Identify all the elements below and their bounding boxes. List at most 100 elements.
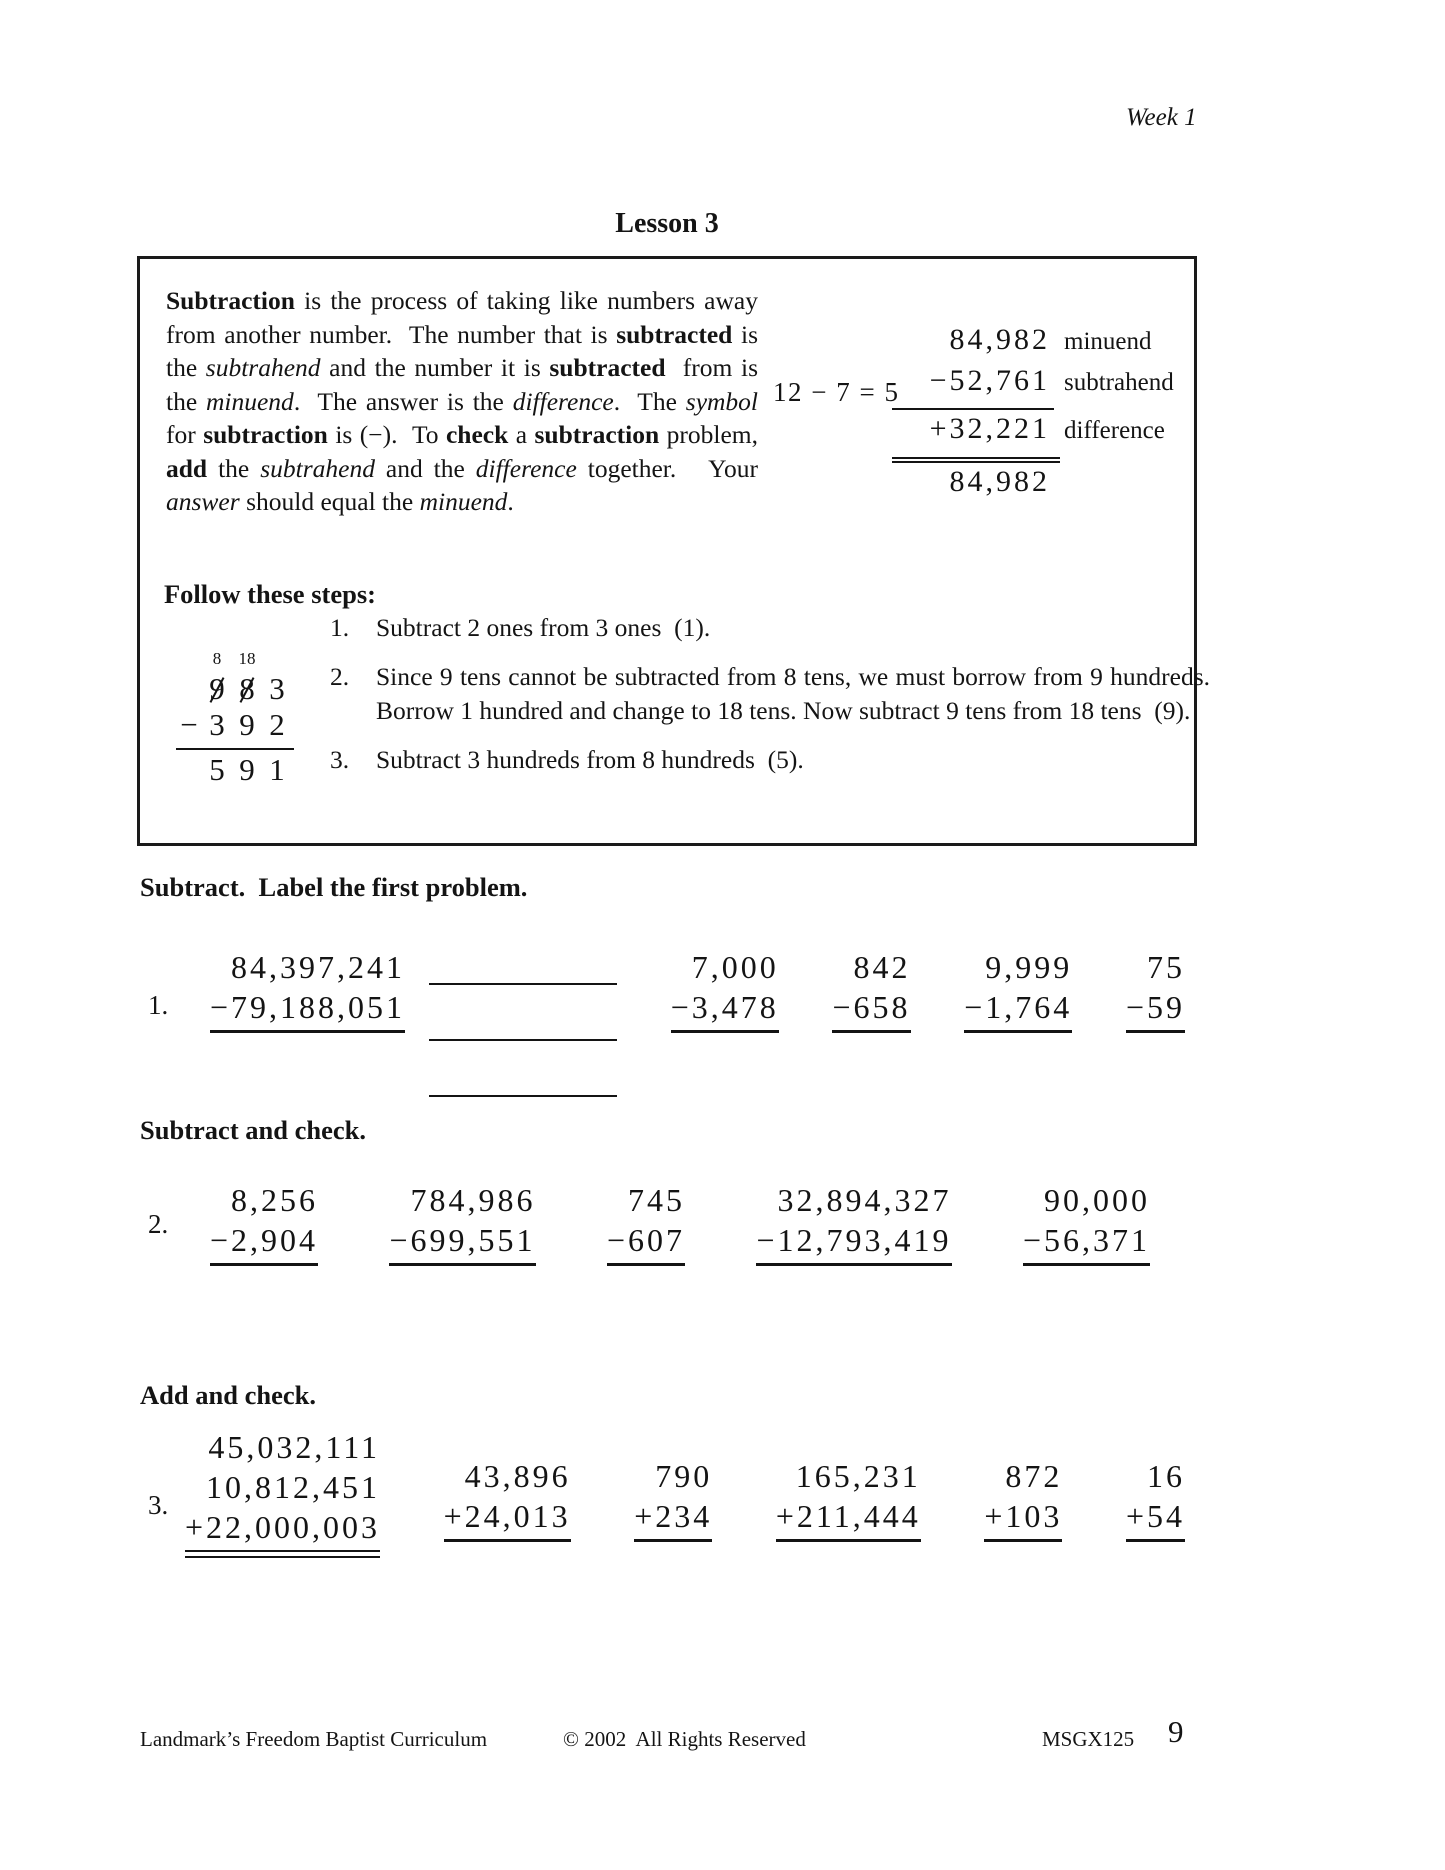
arithmetic-problem: 790 +234	[634, 1456, 713, 1542]
text-run: from is the	[166, 353, 765, 416]
step-item: 2. Since 9 tens cannot be subtracted from…	[330, 660, 1210, 728]
example-number: +32,221	[929, 412, 1050, 445]
example-number: −52,761	[929, 364, 1050, 397]
problem-operand: −12,793,419	[756, 1222, 952, 1258]
text-run: is the process of taking like numbers aw…	[166, 286, 765, 349]
arithmetic-problem: 75 −59	[1125, 947, 1185, 1033]
problem-operand: −1,764	[964, 989, 1073, 1025]
digit: 9	[239, 752, 255, 787]
digit: 3	[209, 707, 225, 742]
step-number: 2.	[330, 662, 350, 691]
worked-example: 8 18 9 8 3−3 9 2 5 9 1	[176, 649, 294, 788]
page-number: 9	[1168, 1714, 1184, 1749]
digit: 5	[209, 752, 225, 787]
arithmetic-problem: 9,999 −1,764	[964, 947, 1073, 1033]
steps-list: 1. Subtract 2 ones from 3 ones (1). 2. Sinc…	[330, 611, 1210, 792]
problem-operand: 90,000	[1043, 1182, 1150, 1218]
carry-digit: 18	[238, 649, 256, 668]
problem-operand: −607	[606, 1222, 686, 1258]
subtrahend-digits-row: −3 9 2	[176, 707, 294, 743]
text-run: . The answer is the	[293, 386, 513, 416]
problem-operand: −3,478	[670, 989, 779, 1025]
section-instruction: Add and check.	[140, 1380, 316, 1410]
problem-operand: 745	[628, 1182, 686, 1218]
label-lines	[429, 947, 618, 1097]
bold-term: subtracted	[616, 319, 733, 349]
bold-term: add	[166, 453, 208, 483]
problem-number: 1.	[148, 990, 169, 1020]
spacer	[176, 752, 202, 788]
rule-line	[176, 748, 294, 750]
step-number: 1.	[330, 613, 350, 642]
answer-line	[185, 1550, 381, 1558]
example-term-label: subtrahend	[1064, 369, 1174, 396]
answer-line	[984, 1539, 1063, 1542]
label-blank-line	[429, 1039, 618, 1041]
example-number: 84,982	[949, 323, 1050, 356]
text-run: for	[166, 386, 765, 449]
label-blank-line	[429, 983, 618, 985]
answer-line	[389, 1263, 536, 1266]
arithmetic-problem: 32,894,327 −12,793,419	[756, 1180, 952, 1266]
answer-line	[606, 1263, 686, 1266]
arithmetic-problem: 84,397,241 −79,188,051	[210, 947, 406, 1033]
section-instruction: Subtract and check.	[140, 1115, 367, 1145]
digit: 1	[269, 752, 285, 787]
italic-term: symbol	[685, 386, 759, 416]
steps-heading: Follow these steps:	[164, 579, 376, 609]
subtraction-info-box: Subtraction is the process of taking lik…	[137, 256, 1210, 846]
section-subtract-check: Subtract and check. 2. 8,256 −2,904 784,98…	[140, 1115, 1195, 1266]
section-add-check: Add and check. 3. 45,032,111 10,812,451 +2…	[140, 1380, 1195, 1558]
bold-term: subtraction	[534, 420, 660, 449]
problem-operand: 16	[1146, 1458, 1185, 1494]
answer-line	[210, 1030, 406, 1033]
problem-operand: 45,032,111	[208, 1429, 381, 1465]
answer-line	[775, 1539, 921, 1542]
text-run: together. Your	[576, 453, 765, 483]
italic-term: minuend	[205, 386, 294, 416]
problem-operand: −658	[832, 989, 911, 1025]
arithmetic-problem: 16 +54	[1125, 1456, 1185, 1542]
digit: 2	[269, 707, 285, 742]
text-run: and the number it is	[320, 353, 550, 382]
bold-term: Subtraction	[166, 286, 295, 315]
problem-operand: 165,231	[795, 1458, 921, 1494]
footer-copyright: © 2002 All Rights Reserved	[563, 1727, 806, 1751]
digit: 3	[269, 671, 285, 706]
arithmetic-problem: 45,032,111 10,812,451 +22,000,003	[185, 1427, 381, 1558]
italic-term: answer	[166, 487, 240, 516]
text-run: . The	[613, 386, 686, 416]
answer-line	[210, 1263, 319, 1266]
spacer	[176, 671, 202, 707]
arithmetic-problem: 872 +103	[984, 1456, 1063, 1542]
bold-term: subtracted	[549, 353, 666, 382]
carry-digit	[262, 649, 292, 671]
arithmetic-problem: 842 −658	[832, 947, 911, 1033]
problem-operand: −59	[1125, 989, 1185, 1025]
week-label: Week 1	[1126, 104, 1197, 131]
arithmetic-problem: 43,896 +24,013	[443, 1456, 571, 1542]
text-run: the	[207, 453, 261, 483]
lesson-title: Lesson 3	[615, 208, 719, 239]
carry-digits-row: 8 18	[176, 649, 294, 671]
text-run: should equal the	[239, 487, 420, 516]
italic-term: minuend	[419, 487, 508, 516]
text-run: problem,	[659, 420, 765, 449]
digit: 9	[239, 707, 255, 742]
label-blank-line	[429, 1095, 618, 1097]
problem-operand: 9,999	[985, 949, 1073, 985]
answer-line	[443, 1539, 571, 1542]
problem-operand: 84,397,241	[231, 949, 406, 985]
italic-term: subtrahend	[260, 453, 375, 483]
section-subtract-label: Subtract. Label the first problem. 1. 84…	[140, 872, 1195, 1097]
problem-operand: +54	[1125, 1498, 1185, 1534]
step-text: Since 9 tens cannot be subtracted from 8…	[376, 662, 1223, 725]
text-run: .	[507, 487, 514, 516]
example-row: +32,221 difference	[892, 412, 1174, 453]
problem-operand: 8,256	[231, 1182, 319, 1218]
problem-operand: −79,188,051	[210, 989, 406, 1025]
example-term-label: difference	[1064, 417, 1165, 444]
minus-sign: −	[180, 707, 198, 742]
answer-line	[832, 1030, 911, 1033]
